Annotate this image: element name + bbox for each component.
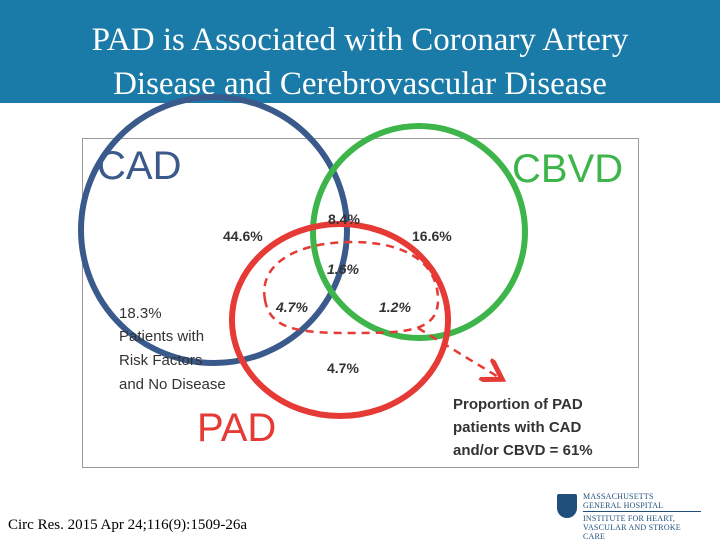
region-all-three: 1.6% [327,261,359,277]
pad-circle [229,221,451,419]
pad-label: PAD [197,406,276,450]
no-disease-value: 18.3% [119,305,162,322]
logo-line-4: VASCULAR AND STROKE CARE [583,523,681,541]
region-cad-cbvd: 8.4% [328,211,360,227]
no-disease-line-2: Risk Factors [119,352,202,369]
cbvd-circle [310,123,528,341]
citation: Circ Res. 2015 Apr 24;116(9):1509-26a [8,517,247,533]
cad-circle [78,94,350,366]
cad-label: CAD [97,144,181,188]
region-pad-only: 4.7% [327,360,359,376]
logo-line-2: GENERAL HOSPITAL [583,501,664,510]
pad-dashed-outline [263,240,440,335]
logo-divider [583,511,701,512]
region-cad-only: 44.6% [223,228,263,244]
region-cbvd-only: 16.6% [412,228,452,244]
cbvd-label: CBVD [512,147,623,191]
callout-line-1: Proportion of PAD [453,396,583,413]
slide-title: PAD is Associated with Coronary Artery D… [0,18,720,106]
callout-arrow [417,326,500,378]
title-bar: PAD is Associated with Coronary Artery D… [0,0,720,103]
callout-line-2: patients with CAD [453,419,582,436]
mgh-logo: MASSACHUSETTS GENERAL HOSPITAL INSTITUTE… [553,490,703,541]
callout-line-3: and/or CBVD = 61% [453,442,593,459]
no-disease-line-1: Patients with [119,328,204,345]
no-disease-line-3: and No Disease [119,376,226,393]
slide-title-line-1: PAD is Associated with Coronary Artery [91,22,629,58]
logo-line-1: MASSACHUSETTS [583,492,654,501]
mgh-shield-icon [557,494,577,518]
logo-line-3: INSTITUTE FOR HEART, [583,514,676,523]
region-cad-pad: 4.7% [275,299,308,315]
region-cbvd-pad: 1.2% [379,299,411,315]
